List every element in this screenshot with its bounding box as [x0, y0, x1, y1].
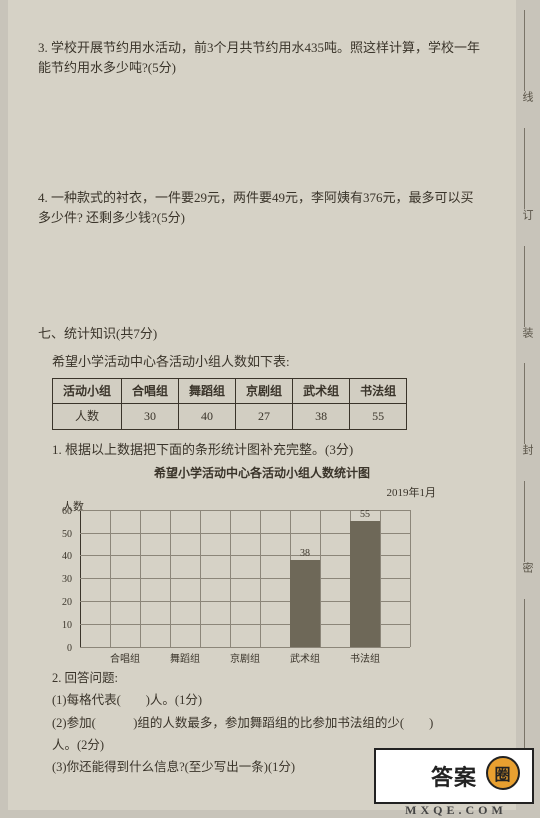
y-tick: 0 — [52, 641, 72, 657]
bar-value-label: 38 — [290, 546, 320, 562]
watermark-logo: 答案 圈 MXQE.COM — [374, 748, 534, 804]
q3-text: 3. 学校开展节约用水活动，前3个月共节约用水435吨。照这样计算，学校一年能节… — [38, 40, 480, 75]
th-0: 活动小组 — [53, 378, 122, 404]
margin-mark: 线 — [518, 91, 535, 102]
section-7-intro: 希望小学活动中心各活动小组人数如下表: — [52, 352, 486, 372]
q7-1: 1. 根据以上数据把下面的条形统计图补充完整。(3分) — [52, 440, 486, 460]
exam-page: 3. 学校开展节约用水活动，前3个月共节约用水435吨。照这样计算，学校一年能节… — [8, 0, 516, 810]
row-label: 人数 — [53, 404, 122, 430]
cell-2: 27 — [236, 404, 293, 430]
th-3: 京剧组 — [236, 378, 293, 404]
cell-0: 30 — [122, 404, 179, 430]
x-label: 舞蹈组 — [160, 652, 210, 668]
y-tick: 30 — [52, 572, 72, 588]
q7-2-lead: 2. 回答问题: — [52, 669, 486, 688]
margin-mark: 密 — [518, 562, 535, 573]
q7-2-b: (2)参加( )组的人数最多，参加舞蹈组的比参加书法组的少( ) — [52, 714, 486, 733]
x-label: 合唱组 — [100, 652, 150, 668]
cell-3: 38 — [293, 404, 350, 430]
question-4: 4. 一种款式的衬衣，一件要29元，两件要49元，李阿姨有376元，最多可以买多… — [38, 188, 486, 228]
margin-mark: 订 — [518, 209, 535, 220]
y-tick: 10 — [52, 618, 72, 634]
section-7-heading: 七、统计知识(共7分) — [38, 324, 486, 344]
bar-chart: 人数 0102030405060 3855 合唱组舞蹈组京剧组武术组书法组 — [52, 504, 432, 669]
chart-date: 2019年1月 — [38, 485, 486, 502]
bar-value-label: 55 — [350, 507, 380, 523]
table-data-row: 人数 30 40 27 38 55 — [53, 404, 407, 430]
q7-2-a: (1)每格代表( )人。(1分) — [52, 691, 486, 710]
watermark-badge: 圈 — [486, 756, 520, 790]
bar-武术组 — [290, 560, 320, 647]
y-tick: 40 — [52, 549, 72, 565]
x-label: 武术组 — [280, 652, 330, 668]
y-tick: 50 — [52, 527, 72, 543]
y-tick: 60 — [52, 504, 72, 520]
cell-1: 40 — [179, 404, 236, 430]
table-header-row: 活动小组 合唱组 舞蹈组 京剧组 武术组 书法组 — [53, 378, 407, 404]
binding-margin: 线订装封密 — [516, 0, 534, 810]
margin-mark: 装 — [518, 327, 535, 338]
bar-书法组 — [350, 521, 380, 647]
x-label: 书法组 — [340, 652, 390, 668]
question-3: 3. 学校开展节约用水活动，前3个月共节约用水435吨。照这样计算，学校一年能节… — [38, 38, 486, 78]
th-4: 武术组 — [293, 378, 350, 404]
th-2: 舞蹈组 — [179, 378, 236, 404]
y-tick: 20 — [52, 595, 72, 611]
activity-table: 活动小组 合唱组 舞蹈组 京剧组 武术组 书法组 人数 30 40 27 38 … — [52, 378, 407, 430]
chart-title: 希望小学活动中心各活动小组人数统计图 — [38, 464, 486, 483]
watermark-text: 答案 — [431, 760, 477, 792]
cell-4: 55 — [350, 404, 407, 430]
margin-mark: 封 — [518, 444, 535, 455]
x-label: 京剧组 — [220, 652, 270, 668]
q4-text: 4. 一种款式的衬衣，一件要29元，两件要49元，李阿姨有376元，最多可以买多… — [38, 190, 474, 225]
th-5: 书法组 — [350, 378, 407, 404]
watermark-sub: MXQE.COM — [376, 803, 536, 818]
th-1: 合唱组 — [122, 378, 179, 404]
